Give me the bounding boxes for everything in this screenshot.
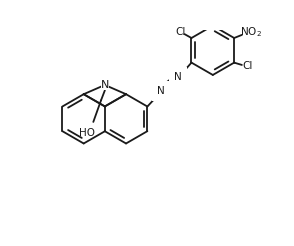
Text: HO: HO <box>79 128 95 138</box>
Text: N: N <box>174 72 182 82</box>
Text: NO$_2$: NO$_2$ <box>240 25 262 39</box>
Text: N: N <box>101 80 109 90</box>
Text: Cl: Cl <box>243 62 253 72</box>
Text: Cl: Cl <box>176 27 186 37</box>
Text: N: N <box>157 86 165 96</box>
